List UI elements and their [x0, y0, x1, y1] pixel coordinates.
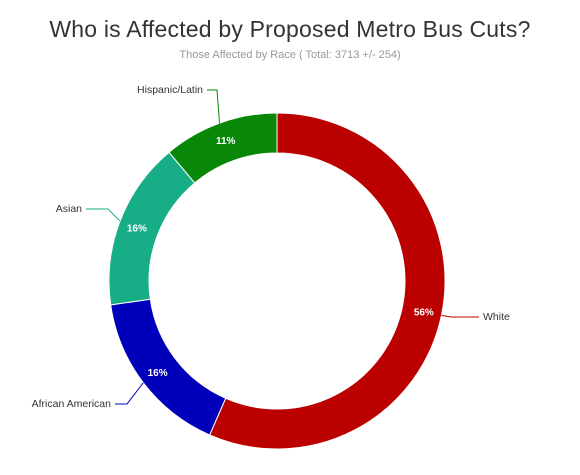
connector-white [441, 314, 479, 318]
data-label-hispanic-latin: 11% [216, 136, 236, 147]
slice-hispanic-latin [168, 112, 278, 184]
chart-title: Who is Affected by Proposed Metro Bus Cu… [49, 16, 531, 42]
slice-white [208, 112, 446, 450]
connector-african-american [115, 382, 144, 405]
category-label-white: White [483, 311, 510, 323]
connector-hispanic-latin [207, 89, 221, 124]
connector-asian [86, 208, 121, 222]
slice-african-american [110, 298, 227, 436]
category-label-asian: Asian [56, 203, 82, 215]
data-label-african-american: 16% [148, 368, 168, 379]
category-label-hispanic-latin: Hispanic/Latin [137, 84, 203, 96]
data-label-asian: 16% [127, 223, 147, 234]
category-label-african-american: African American [32, 398, 112, 410]
chart-subtitle: Those Affected by Race ( Total: 3713 +/-… [179, 49, 401, 61]
slice-asian [108, 151, 196, 306]
data-label-white: 56% [414, 308, 434, 319]
